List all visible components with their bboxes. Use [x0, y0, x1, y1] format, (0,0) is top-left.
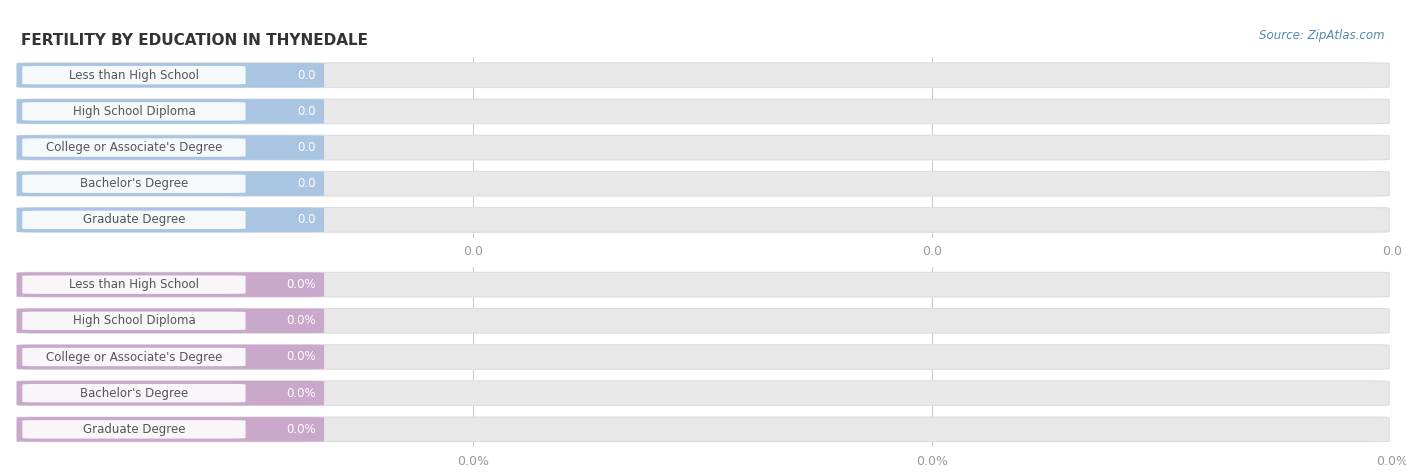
FancyBboxPatch shape — [22, 66, 246, 84]
FancyBboxPatch shape — [17, 208, 1389, 232]
FancyBboxPatch shape — [17, 381, 325, 406]
Text: 0.0%: 0.0% — [287, 387, 316, 400]
FancyBboxPatch shape — [22, 139, 246, 157]
Text: Less than High School: Less than High School — [69, 278, 198, 291]
Text: 0.0: 0.0 — [463, 245, 482, 258]
Text: Source: ZipAtlas.com: Source: ZipAtlas.com — [1260, 29, 1385, 41]
FancyBboxPatch shape — [17, 63, 325, 88]
Text: 0.0: 0.0 — [922, 245, 942, 258]
Text: 0.0%: 0.0% — [1376, 455, 1406, 467]
FancyBboxPatch shape — [17, 99, 1389, 124]
FancyBboxPatch shape — [17, 381, 1389, 406]
Text: 0.0: 0.0 — [297, 141, 316, 154]
FancyBboxPatch shape — [17, 308, 325, 333]
Text: 0.0: 0.0 — [297, 177, 316, 190]
FancyBboxPatch shape — [22, 348, 246, 366]
Text: Less than High School: Less than High School — [69, 69, 198, 82]
FancyBboxPatch shape — [17, 171, 325, 196]
FancyBboxPatch shape — [22, 175, 246, 193]
FancyBboxPatch shape — [17, 99, 325, 124]
FancyBboxPatch shape — [17, 272, 1389, 297]
Text: Bachelor's Degree: Bachelor's Degree — [80, 387, 188, 400]
FancyBboxPatch shape — [17, 308, 1389, 333]
Text: 0.0: 0.0 — [297, 69, 316, 82]
Text: 0.0%: 0.0% — [287, 350, 316, 364]
Text: 0.0: 0.0 — [297, 105, 316, 118]
Text: High School Diploma: High School Diploma — [73, 314, 195, 327]
FancyBboxPatch shape — [22, 102, 246, 120]
Text: 0.0%: 0.0% — [287, 314, 316, 327]
FancyBboxPatch shape — [22, 312, 246, 330]
FancyBboxPatch shape — [17, 135, 1389, 160]
Text: 0.0%: 0.0% — [287, 423, 316, 436]
Text: 0.0: 0.0 — [297, 213, 316, 227]
FancyBboxPatch shape — [17, 208, 325, 232]
FancyBboxPatch shape — [17, 171, 1389, 196]
Text: Bachelor's Degree: Bachelor's Degree — [80, 177, 188, 190]
FancyBboxPatch shape — [17, 417, 1389, 442]
Text: College or Associate's Degree: College or Associate's Degree — [46, 350, 222, 364]
FancyBboxPatch shape — [22, 384, 246, 402]
FancyBboxPatch shape — [17, 345, 1389, 369]
Text: 0.0%: 0.0% — [915, 455, 948, 467]
Text: High School Diploma: High School Diploma — [73, 105, 195, 118]
Text: 0.0: 0.0 — [1382, 245, 1402, 258]
FancyBboxPatch shape — [17, 345, 325, 369]
Text: College or Associate's Degree: College or Associate's Degree — [46, 141, 222, 154]
FancyBboxPatch shape — [22, 211, 246, 229]
Text: Graduate Degree: Graduate Degree — [83, 213, 186, 227]
Text: Graduate Degree: Graduate Degree — [83, 423, 186, 436]
FancyBboxPatch shape — [17, 272, 325, 297]
FancyBboxPatch shape — [22, 276, 246, 294]
FancyBboxPatch shape — [22, 420, 246, 438]
Text: FERTILITY BY EDUCATION IN THYNEDALE: FERTILITY BY EDUCATION IN THYNEDALE — [21, 32, 368, 48]
Text: 0.0%: 0.0% — [457, 455, 489, 467]
Text: 0.0%: 0.0% — [287, 278, 316, 291]
FancyBboxPatch shape — [17, 135, 325, 160]
FancyBboxPatch shape — [17, 417, 325, 442]
FancyBboxPatch shape — [17, 63, 1389, 88]
